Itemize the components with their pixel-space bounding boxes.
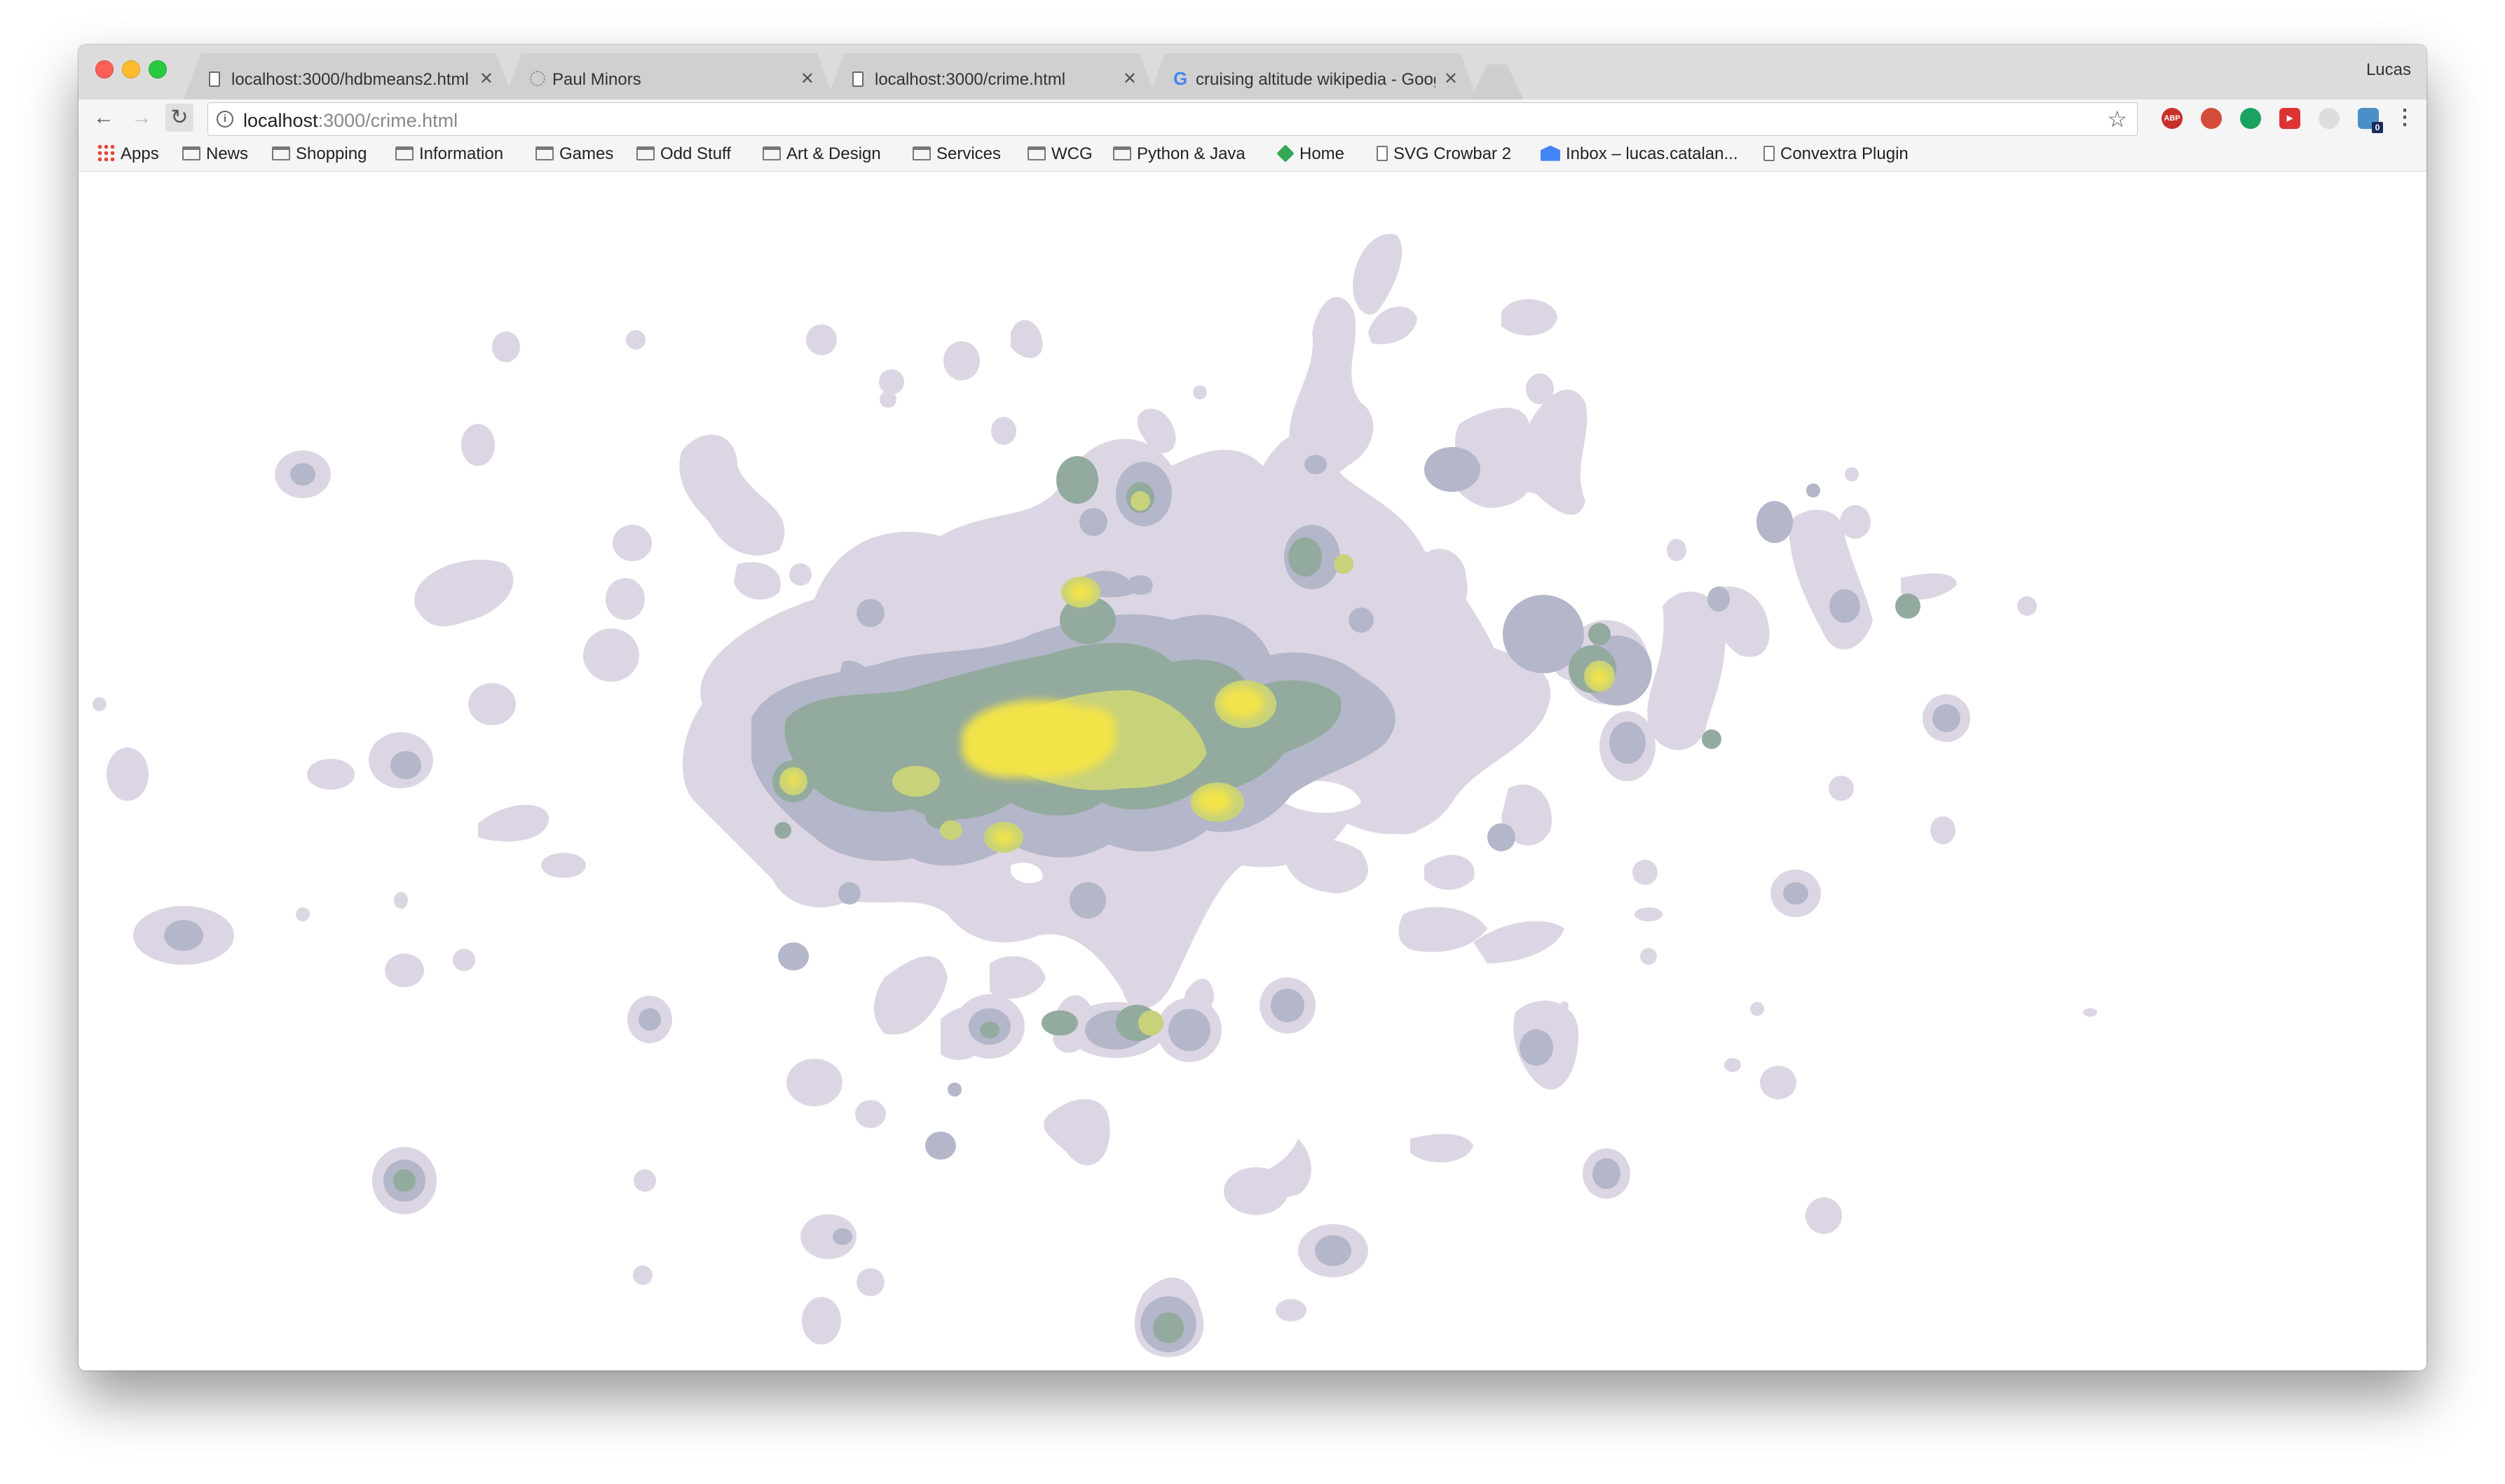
close-icon[interactable]: ✕ <box>800 69 814 88</box>
tab-title: localhost:3000/hdbmeans2.html <box>231 70 469 89</box>
tab-title: Paul Minors <box>552 70 641 89</box>
bookmark-label: Odd Stuff <box>660 144 731 163</box>
url-text[interactable]: localhost:3000/crime.html <box>243 110 458 132</box>
play-icon[interactable]: ▶ <box>2279 108 2300 129</box>
bookmark-services[interactable]: Services <box>913 144 1001 164</box>
bookmarks-bar: Apps News Shopping Information Games Odd… <box>79 136 2426 172</box>
close-icon[interactable]: ✕ <box>1443 69 1458 88</box>
folder-icon <box>272 146 290 160</box>
close-icon[interactable]: ✕ <box>479 69 493 88</box>
bookmark-home[interactable]: Home <box>1276 144 1345 164</box>
adblock-icon[interactable]: ABP <box>2162 108 2183 129</box>
folder-icon <box>1113 146 1131 160</box>
tab-strip: localhost:3000/hdbmeans2.html ✕ Paul Min… <box>79 45 2426 99</box>
bookmark-python-java[interactable]: Python & Java <box>1113 144 1245 164</box>
tab-paul-minors[interactable]: Paul Minors ✕ <box>505 53 834 99</box>
grey-extension-icon[interactable] <box>2319 108 2340 129</box>
lock-extension-icon[interactable]: 0 <box>2358 108 2383 133</box>
bookmark-label: News <box>206 144 249 163</box>
bookmark-wcg[interactable]: WCG <box>1028 144 1093 164</box>
bookmark-svg-crowbar[interactable]: SVG Crowbar 2 <box>1377 144 1511 164</box>
bookmark-art-design[interactable]: Art & Design <box>763 144 881 164</box>
extension-badge: 0 <box>2372 122 2383 133</box>
page-icon <box>852 71 864 87</box>
tab-title: localhost:3000/crime.html <box>875 70 1066 89</box>
toolbar: ← → ↻ i localhost:3000/crime.html ☆ ABP … <box>79 99 2426 136</box>
bookmark-odd-stuff[interactable]: Odd Stuff <box>636 144 731 164</box>
forward-icon[interactable]: → <box>131 106 152 129</box>
new-tab-button[interactable] <box>1470 64 1524 99</box>
profile-name[interactable]: Lucas <box>2366 60 2411 79</box>
bookmark-information[interactable]: Information <box>395 144 503 164</box>
folder-icon <box>535 146 554 160</box>
density-contour-map <box>93 233 2097 1357</box>
page-icon <box>209 71 220 87</box>
bookmark-label: Services <box>936 144 1002 163</box>
address-bar[interactable]: i localhost:3000/crime.html ☆ <box>207 102 2138 136</box>
bookmark-shopping[interactable]: Shopping <box>272 144 367 164</box>
tab-google-search[interactable]: G cruising altitude wikipedia - Google S… <box>1148 53 1477 99</box>
window-minimize-button[interactable] <box>122 60 140 78</box>
bookmark-inbox[interactable]: Inbox – lucas.catalan... <box>1541 144 1738 164</box>
folder-icon <box>636 146 655 160</box>
ghostery-icon[interactable] <box>2201 108 2222 129</box>
url-host: localhost <box>243 110 318 131</box>
folder-icon <box>182 146 200 160</box>
loading-icon <box>530 71 545 86</box>
close-icon[interactable]: ✕ <box>1122 69 1137 88</box>
window-close-button[interactable] <box>95 60 114 78</box>
bookmark-news[interactable]: News <box>182 144 248 164</box>
back-icon[interactable]: ← <box>93 106 114 129</box>
tab-title: cruising altitude wikipedia - Google Sea… <box>1196 70 1433 89</box>
window-maximize-button[interactable] <box>149 60 167 78</box>
apps-icon <box>97 143 115 162</box>
folder-icon <box>763 146 781 160</box>
bookmark-label: Inbox – lucas.catalan... <box>1566 144 1738 163</box>
menu-icon[interactable]: ⋮ <box>2394 106 2415 129</box>
bookmark-label: Apps <box>121 144 159 163</box>
bookmark-label: SVG Crowbar 2 <box>1393 144 1512 163</box>
bookmark-label: Convextra Plugin <box>1780 144 1909 163</box>
browser-window: localhost:3000/hdbmeans2.html ✕ Paul Min… <box>79 45 2426 1370</box>
density-level-5 <box>786 582 1609 846</box>
bookmark-apps[interactable]: Apps <box>97 143 159 164</box>
info-icon[interactable]: i <box>217 111 233 128</box>
bookmark-label: Games <box>559 144 614 163</box>
folder-icon <box>913 146 931 160</box>
bookmark-games[interactable]: Games <box>535 144 613 164</box>
tab-crime-active[interactable]: localhost:3000/crime.html ✕ <box>827 53 1156 99</box>
bookmark-label: Python & Java <box>1137 144 1245 163</box>
page-icon <box>1377 145 1388 161</box>
folder-icon <box>395 146 414 160</box>
bookmark-convextra[interactable]: Convextra Plugin <box>1763 144 1909 164</box>
page-icon <box>1763 145 1775 161</box>
bookmark-label: WCG <box>1051 144 1093 163</box>
page-content <box>79 172 2426 1370</box>
inbox-icon <box>1541 145 1560 161</box>
reload-icon[interactable]: ↻ <box>165 104 193 132</box>
tab-hdbmeans2[interactable]: localhost:3000/hdbmeans2.html ✕ <box>184 53 513 99</box>
bookmark-label: Home <box>1299 144 1345 163</box>
bookmark-label: Art & Design <box>786 144 881 163</box>
google-icon: G <box>1173 68 1188 89</box>
hangouts-icon[interactable] <box>2240 108 2261 129</box>
bookmark-label: Information <box>419 144 504 163</box>
url-path: :3000/crime.html <box>318 110 458 131</box>
bookmark-label: Shopping <box>296 144 367 163</box>
home-icon <box>1276 144 1295 163</box>
bookmark-star-icon[interactable]: ☆ <box>2107 107 2127 132</box>
folder-icon <box>1028 146 1046 160</box>
